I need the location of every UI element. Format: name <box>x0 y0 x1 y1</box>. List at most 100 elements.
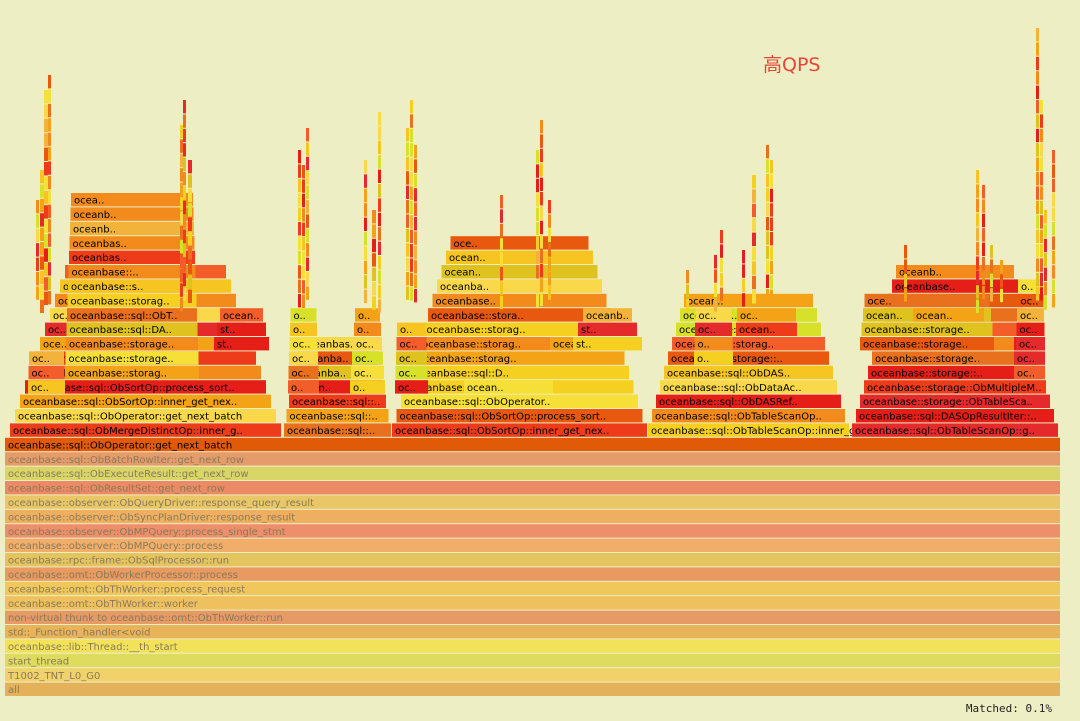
stack-frame[interactable] <box>913 308 984 322</box>
stack-frame-spike[interactable] <box>976 256 979 270</box>
stack-frame-spike[interactable] <box>414 217 417 231</box>
stack-frame-spike[interactable] <box>302 208 305 222</box>
stack-frame[interactable] <box>410 365 629 380</box>
stack-frame-spike[interactable] <box>548 257 551 271</box>
stack-frame-spike[interactable] <box>298 250 301 265</box>
stack-frame-spike[interactable] <box>183 143 186 157</box>
stack-frame-spike[interactable] <box>364 188 367 203</box>
stack-frame-spike[interactable] <box>302 193 305 208</box>
stack-frame-spike[interactable] <box>36 228 39 243</box>
stack-frame[interactable] <box>1016 337 1045 351</box>
stack-frame[interactable] <box>66 337 198 351</box>
stack-frame-spike[interactable] <box>306 156 309 171</box>
stack-frame-spike[interactable] <box>1000 288 1003 303</box>
stack-frame-spike[interactable] <box>372 238 376 253</box>
stack-frame-spike[interactable] <box>540 163 543 177</box>
stack-frame-spike[interactable] <box>406 243 409 257</box>
stack-frame-spike[interactable] <box>406 286 409 300</box>
stack-frame-spike[interactable] <box>904 259 907 273</box>
stack-frame-spike[interactable] <box>36 286 39 300</box>
stack-frame[interactable] <box>289 351 318 365</box>
stack-frame-spike[interactable] <box>990 245 993 259</box>
stack-frame-spike[interactable] <box>44 291 48 305</box>
stack-frame[interactable] <box>464 380 553 394</box>
stack-frame-spike[interactable] <box>188 289 192 303</box>
stack-frame-spike[interactable] <box>302 237 305 251</box>
stack-frame[interactable] <box>1016 322 1045 336</box>
stack-frame-spike[interactable] <box>714 269 717 283</box>
stack-frame-spike[interactable] <box>302 251 305 265</box>
stack-frame-spike[interactable] <box>904 245 907 259</box>
stack-frame-spike[interactable] <box>1036 200 1039 215</box>
stack-frame-spike[interactable] <box>406 257 409 271</box>
stack-frame-spike[interactable] <box>536 150 539 164</box>
stack-frame-spike[interactable] <box>1040 186 1043 200</box>
stack-frame-spike[interactable] <box>40 299 44 313</box>
stack-frame-spike[interactable] <box>1036 215 1039 229</box>
stack-frame-spike[interactable] <box>752 232 756 246</box>
stack-frame-spike[interactable] <box>500 267 503 281</box>
stack-frame-spike[interactable] <box>180 211 183 225</box>
stack-frame-spike[interactable] <box>378 198 381 212</box>
stack-frame-spike[interactable] <box>1044 238 1047 253</box>
stack-frame-spike[interactable] <box>540 120 543 134</box>
stack-frame-spike[interactable] <box>766 159 769 173</box>
stack-frame-spike[interactable] <box>540 264 543 278</box>
stack-frame-spike[interactable] <box>44 162 48 176</box>
stack-frame[interactable] <box>652 409 845 423</box>
stack-frame-spike[interactable] <box>306 171 309 185</box>
stack-frame-spike[interactable] <box>414 159 417 173</box>
stack-frame[interactable] <box>395 380 428 394</box>
stack-frame-spike[interactable] <box>414 274 417 288</box>
stack-frame[interactable] <box>695 322 732 336</box>
stack-frame[interactable] <box>392 423 647 437</box>
stack-frame-spike[interactable] <box>410 244 413 258</box>
stack-frame[interactable] <box>860 337 994 351</box>
stack-frame-spike[interactable] <box>180 225 183 240</box>
stack-frame-spike[interactable] <box>306 272 309 286</box>
stack-frame[interactable] <box>660 380 837 394</box>
stack-frame[interactable] <box>28 365 65 380</box>
stack-frame-spike[interactable] <box>378 212 381 227</box>
stack-frame-spike[interactable] <box>410 172 413 186</box>
stack-frame-spike[interactable] <box>720 230 723 244</box>
stack-frame-spike[interactable] <box>766 145 769 159</box>
stack-frame-spike[interactable] <box>500 281 503 295</box>
stack-frame[interactable] <box>861 322 993 336</box>
stack-frame[interactable] <box>288 380 319 394</box>
stack-frame-spike[interactable] <box>976 184 979 198</box>
stack-frame[interactable] <box>289 394 386 408</box>
stack-frame-spike[interactable] <box>44 234 48 248</box>
stack-frame-spike[interactable] <box>306 257 309 271</box>
stack-frame[interactable] <box>450 236 589 250</box>
stack-frame[interactable] <box>583 308 632 322</box>
stack-frame[interactable] <box>864 380 1046 394</box>
stack-frame[interactable] <box>573 337 642 351</box>
stack-frame[interactable] <box>5 610 1060 624</box>
stack-frame-spike[interactable] <box>540 249 543 263</box>
stack-frame-spike[interactable] <box>540 206 543 220</box>
stack-frame[interactable] <box>1014 351 1045 365</box>
stack-frame-spike[interactable] <box>48 247 51 262</box>
stack-frame[interactable] <box>736 322 797 336</box>
stack-frame-spike[interactable] <box>500 223 503 238</box>
stack-frame-spike[interactable] <box>372 253 376 267</box>
stack-frame-spike[interactable] <box>406 272 409 286</box>
stack-frame-spike[interactable] <box>410 100 413 114</box>
stack-frame[interactable] <box>5 481 1060 495</box>
stack-frame-spike[interactable] <box>982 199 985 213</box>
stack-frame-spike[interactable] <box>766 274 769 288</box>
stack-frame-spike[interactable] <box>752 175 756 189</box>
stack-frame-spike[interactable] <box>1052 193 1055 207</box>
stack-frame-spike[interactable] <box>372 224 376 238</box>
stack-frame-spike[interactable] <box>188 275 192 289</box>
stack-frame-spike[interactable] <box>720 287 723 301</box>
stack-frame[interactable] <box>694 351 733 365</box>
stack-frame-spike[interactable] <box>1044 267 1047 281</box>
stack-frame[interactable] <box>428 308 611 322</box>
stack-frame-spike[interactable] <box>1052 150 1055 164</box>
stack-frame-spike[interactable] <box>48 118 51 132</box>
stack-frame-spike[interactable] <box>990 288 993 302</box>
stack-frame-spike[interactable] <box>44 277 48 291</box>
stack-frame-spike[interactable] <box>1040 258 1043 272</box>
